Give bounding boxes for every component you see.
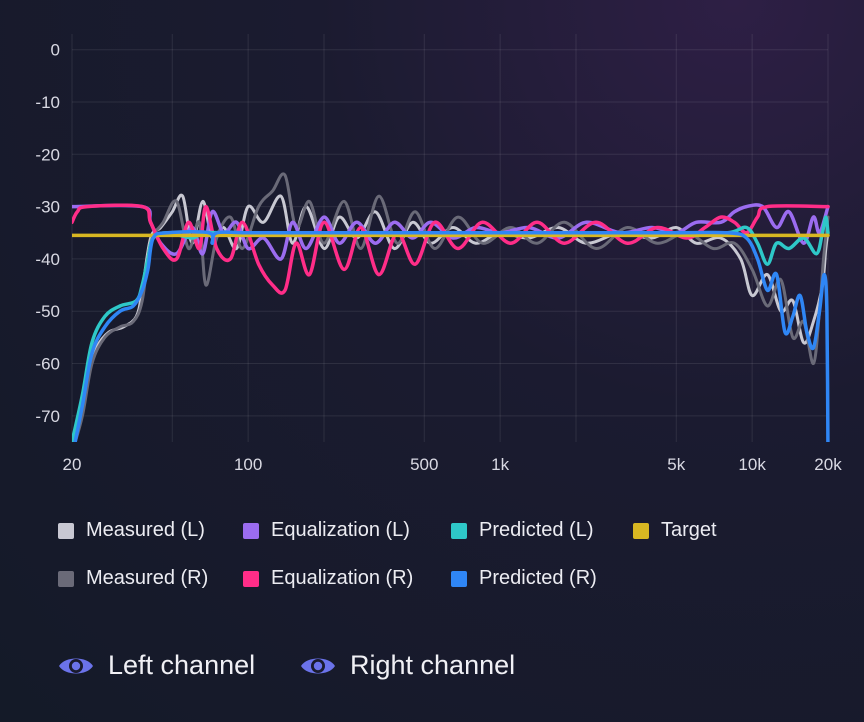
legend-item-predicted-r[interactable]: Predicted (R) xyxy=(451,567,597,590)
legend-label: Measured (L) xyxy=(86,519,205,541)
legend-swatch xyxy=(633,522,649,539)
legend-label: Equalization (R) xyxy=(271,567,414,589)
y-tick-label: -50 xyxy=(35,302,60,321)
y-tick-label: -40 xyxy=(35,250,60,269)
legend-item-measured-r[interactable]: Measured (R) xyxy=(58,567,208,590)
legend-label: Target xyxy=(661,519,717,541)
x-tick-label: 20 xyxy=(63,455,82,474)
chart-grid xyxy=(71,34,829,442)
legend-swatch xyxy=(58,570,74,587)
x-axis: 20 100 500 1k 5k 10k 20k xyxy=(63,455,843,474)
x-tick-label: 10k xyxy=(738,455,766,474)
legend-swatch xyxy=(243,570,259,587)
legend-label: Equalization (L) xyxy=(271,519,410,541)
frequency-response-chart: 0-10-20-30-40-50-60-70 20 100 500 1k 5k 10k 20… xyxy=(35,34,843,474)
x-tick-label: 20k xyxy=(814,455,842,474)
x-tick-label: 500 xyxy=(410,455,438,474)
y-tick-label: -10 xyxy=(35,93,60,112)
y-tick-label: 0 xyxy=(51,41,60,60)
series-line-predicted-r xyxy=(73,230,830,442)
legend-label: Predicted (R) xyxy=(479,567,597,589)
x-tick-label: 5k xyxy=(667,455,685,474)
right-channel-toggle[interactable]: Right channel xyxy=(300,650,515,681)
legend-item-equalization-l[interactable]: Equalization (L) xyxy=(243,519,410,542)
eye-icon xyxy=(301,658,335,673)
chart-legend: Measured (L) Equalization (L) Predicted … xyxy=(58,519,717,590)
x-tick-label: 100 xyxy=(234,455,262,474)
legend-item-equalization-r[interactable]: Equalization (R) xyxy=(243,567,413,590)
legend-swatch xyxy=(451,570,467,587)
y-tick-label: -60 xyxy=(35,355,60,374)
legend-swatch xyxy=(243,522,259,539)
y-tick-label: -30 xyxy=(35,198,60,217)
legend-label: Measured (R) xyxy=(86,567,209,589)
y-tick-label: -70 xyxy=(35,407,60,426)
series-line-predicted-l xyxy=(72,215,830,442)
eye-icon xyxy=(59,658,93,673)
y-tick-label: -20 xyxy=(35,145,60,164)
x-tick-label: 1k xyxy=(491,455,509,474)
legend-swatch xyxy=(58,522,74,539)
y-axis: 0 -10 -20 -30 -40 -50 -60 -70 xyxy=(35,41,60,426)
legend-item-predicted-l[interactable]: Predicted (L) xyxy=(451,519,594,542)
legend-item-target[interactable]: Target xyxy=(633,519,717,542)
series-line-measured-r xyxy=(73,172,830,442)
chart-series xyxy=(72,172,830,442)
legend-item-measured-l[interactable]: Measured (L) xyxy=(58,519,205,542)
legend-label: Predicted (L) xyxy=(479,519,594,541)
right-channel-label: Right channel xyxy=(350,650,516,680)
left-channel-toggle[interactable]: Left channel xyxy=(58,650,255,681)
legend-swatch xyxy=(451,522,467,539)
left-channel-label: Left channel xyxy=(108,650,256,680)
